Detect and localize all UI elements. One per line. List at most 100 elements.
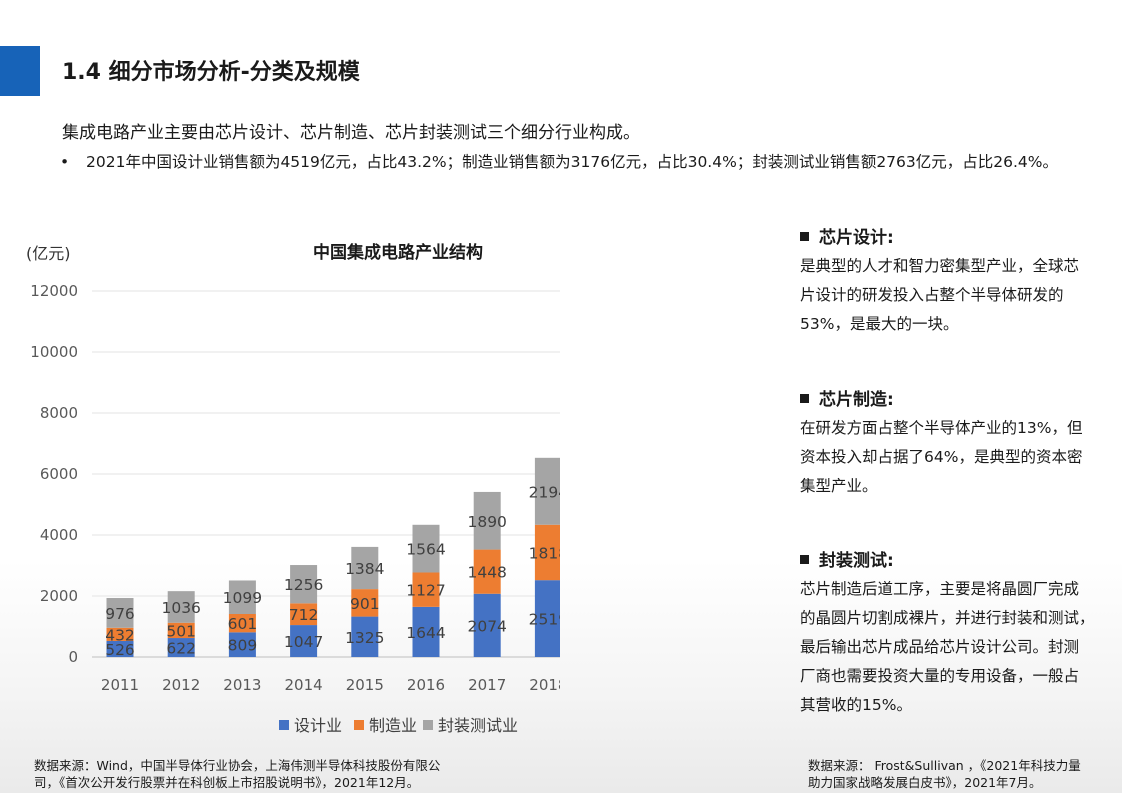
source-right-line-2: 助力国家战略发展白皮书》，2021年7月。 bbox=[808, 775, 1042, 790]
square-bullet-icon bbox=[800, 232, 809, 241]
bar-segment-packaging-testing bbox=[412, 524, 440, 573]
sidebar-section-line: 是典型的人才和智力密集型产业，全球芯 bbox=[800, 257, 1080, 275]
sidebar-section-line: 最后输出芯片成品给芯片设计公司。封测 bbox=[800, 638, 1080, 656]
data-label: 2194 bbox=[529, 483, 560, 501]
bar-segment-manufacturing bbox=[106, 627, 134, 641]
x-tick-label: 2011 bbox=[101, 676, 139, 694]
x-tick-label: 2016 bbox=[407, 676, 445, 694]
bar-segment-design bbox=[106, 640, 134, 657]
bar-segment-manufacturing bbox=[228, 613, 256, 633]
intro-bullet: • 2021年中国设计业销售额为4519亿元，占比43.2%；制造业销售额为317… bbox=[60, 150, 1058, 172]
source-note-left: 数据来源：Wind，中国半导体行业协会，上海伟测半导体科技股份有限公 司，《首次… bbox=[34, 757, 440, 791]
bar-segment-design bbox=[534, 580, 560, 657]
source-left-line-1: 数据来源：Wind，中国半导体行业协会，上海伟测半导体科技股份有限公 bbox=[34, 758, 441, 773]
data-label: 622 bbox=[166, 640, 196, 658]
data-label: 809 bbox=[228, 637, 258, 655]
sidebar-section-line: 在研发方面占整个半导体产业的13%，但 bbox=[800, 419, 1083, 437]
legend-label: 制造业 bbox=[369, 716, 417, 735]
data-label: 1325 bbox=[345, 629, 384, 647]
intro-text: 集成电路产业主要由芯片设计、芯片制造、芯片封装测试三个细分行业构成。 bbox=[62, 123, 640, 143]
sidebar-section-title: 芯片设计: bbox=[800, 223, 1105, 248]
x-axis-ticks: 2011201220132014201520162017201820192020… bbox=[101, 676, 560, 694]
sidebar-section-line: 厂商也需要投资大量的专用设备，一般占 bbox=[800, 667, 1080, 685]
data-label: 1818 bbox=[529, 544, 560, 562]
bar-segment-design bbox=[412, 606, 440, 657]
sidebar-section-line: 片设计的研发投入占整个半导体研发的 bbox=[800, 286, 1064, 304]
y-axis-unit: (亿元) bbox=[26, 244, 71, 263]
data-label: 1384 bbox=[345, 560, 384, 578]
bar-segment-manufacturing bbox=[290, 603, 318, 626]
data-label: 1099 bbox=[223, 589, 262, 607]
bar-segment-manufacturing bbox=[167, 622, 195, 639]
bar-segment-manufacturing bbox=[412, 572, 440, 607]
bar-segment-packaging-testing bbox=[534, 457, 560, 525]
data-label: 976 bbox=[105, 605, 135, 623]
x-tick-label: 2015 bbox=[346, 676, 384, 694]
bullet-dot: • bbox=[60, 153, 70, 171]
sidebar-section-body: 芯片制造后道工序，主要是将晶圆厂完成 的晶圆片切割成裸片，并进行封装和测试， 最后输… bbox=[800, 575, 1105, 720]
y-tick-label: 6000 bbox=[40, 465, 78, 483]
data-label: 432 bbox=[105, 626, 135, 644]
bar-segment-manufacturing bbox=[351, 589, 379, 617]
bar-segment-design bbox=[473, 593, 501, 657]
title-accent-block bbox=[0, 46, 40, 96]
x-tick-label: 2012 bbox=[162, 676, 200, 694]
data-label: 1448 bbox=[467, 564, 506, 582]
sidebar-section-title: 芯片制造: bbox=[800, 385, 1105, 410]
bar-segment-packaging-testing bbox=[473, 491, 501, 550]
source-note-right: 数据来源： Frost&Sullivan ，《2021年科技力量 助力国家战略发… bbox=[808, 757, 1081, 791]
data-label: 1890 bbox=[467, 513, 506, 531]
data-label: 1036 bbox=[161, 599, 200, 617]
sidebar-section-title-text: 芯片设计: bbox=[819, 228, 894, 248]
sidebar-section-title-text: 封装测试: bbox=[819, 551, 894, 571]
sidebar-section-line: 其营收的15%。 bbox=[800, 696, 912, 714]
x-tick-label: 2013 bbox=[223, 676, 261, 694]
chart-legend: 设计业 制造业 封装测试业 bbox=[279, 716, 518, 735]
legend-label: 封装测试业 bbox=[438, 716, 518, 735]
bar-segment-design bbox=[290, 625, 318, 657]
bar-segment-design bbox=[228, 632, 256, 657]
data-label: 1564 bbox=[406, 541, 445, 559]
sidebar-section-body: 是典型的人才和智力密集型产业，全球芯 片设计的研发投入占整个半导体研发的 53%，是… bbox=[800, 252, 1105, 339]
page-title: 1.4 细分市场分析-分类及规模 bbox=[62, 60, 360, 85]
y-axis-ticks: 0 2000 4000 6000 8000 10000 12000 bbox=[30, 282, 78, 666]
square-bullet-icon bbox=[800, 555, 809, 564]
data-label: 1047 bbox=[284, 633, 323, 651]
data-label: 501 bbox=[166, 622, 196, 640]
data-label: 526 bbox=[105, 641, 135, 659]
data-label: 1256 bbox=[284, 576, 323, 594]
bar-segment-packaging-testing bbox=[351, 546, 379, 590]
legend-label: 设计业 bbox=[294, 716, 342, 735]
source-right-line-1: 数据来源： Frost&Sullivan ，《2021年科技力量 bbox=[808, 758, 1081, 773]
bar-segment-design bbox=[167, 638, 195, 657]
data-label: 712 bbox=[289, 606, 319, 624]
sidebar-section: 芯片制造: 在研发方面占整个半导体产业的13%，但 资本投入却占据了64%，是典型的… bbox=[800, 385, 1105, 501]
sidebar-section-line: 53%，是最大的一块。 bbox=[800, 315, 959, 333]
legend-swatch bbox=[354, 720, 364, 730]
chart-title: 中国集成电路产业结构 bbox=[313, 242, 483, 263]
data-label: 1644 bbox=[406, 624, 445, 642]
sidebar-section-line: 资本投入却占据了64%，是典型的资本密 bbox=[800, 448, 1083, 466]
legend-swatch bbox=[279, 720, 289, 730]
data-label: 1127 bbox=[406, 582, 445, 600]
bar-segment-packaging-testing bbox=[167, 591, 195, 623]
y-tick-label: 10000 bbox=[30, 343, 78, 361]
sidebar-section-line: 的晶圆片切割成裸片，并进行封装和测试， bbox=[800, 609, 1095, 627]
sidebar-section: 芯片设计: 是典型的人才和智力密集型产业，全球芯 片设计的研发投入占整个半导体研发的… bbox=[800, 223, 1105, 339]
data-label: 901 bbox=[350, 595, 380, 613]
bar-segment-manufacturing bbox=[473, 549, 501, 594]
bar-segment-packaging-testing bbox=[228, 580, 256, 614]
sidebar-section-title-text: 芯片制造: bbox=[819, 390, 894, 410]
sidebar-section: 封装测试: 芯片制造后道工序，主要是将晶圆厂完成 的晶圆片切割成裸片，并进行封装和测… bbox=[800, 546, 1105, 720]
bar-segment-packaging-testing bbox=[106, 598, 134, 628]
x-tick-label: 2017 bbox=[468, 676, 506, 694]
y-tick-label: 0 bbox=[68, 648, 78, 666]
bar-segment-design bbox=[351, 616, 379, 657]
source-left-line-2: 司，《首次公开发行股票并在科创板上市招股说明书》，2021年12月。 bbox=[34, 775, 420, 790]
x-tick-label: 2014 bbox=[285, 676, 323, 694]
y-tick-label: 2000 bbox=[40, 587, 78, 605]
sidebar-section-body: 在研发方面占整个半导体产业的13%，但 资本投入却占据了64%，是典型的资本密 集型… bbox=[800, 414, 1105, 501]
sidebar-section-line: 集型产业。 bbox=[800, 477, 878, 495]
intro-bullet-text: 2021年中国设计业销售额为4519亿元，占比43.2%；制造业销售额为3176… bbox=[86, 153, 1059, 171]
